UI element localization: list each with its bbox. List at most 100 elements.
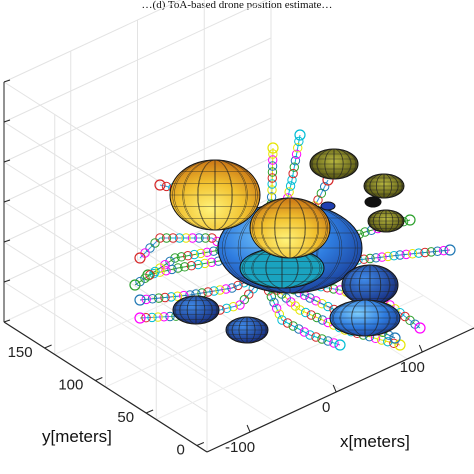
ellipsoid-yellow-center [249,197,331,259]
z-tick-mark [3,119,11,123]
y-tick-label: 50 [117,409,134,426]
y-tick-mark [95,377,103,381]
track-marker [268,149,278,159]
track-marker [161,181,172,192]
ellipsoid-olive-right [363,173,405,199]
track-marker [141,294,151,305]
track-marker [305,293,315,303]
track-marker [200,233,211,243]
ellipsoid-yellow-left [169,159,261,231]
track-line [265,284,341,346]
track-marker [323,301,333,312]
track-marker [329,338,339,348]
track-marker [221,303,232,314]
track-marker [299,327,310,337]
track-marker [288,168,298,179]
z-tick-mark [3,279,11,283]
track-marker [426,247,436,257]
track-marker [277,315,287,325]
ellipsoid-cyan [239,247,325,289]
track-marker [166,292,176,302]
track-marker [290,156,301,166]
track-marker [306,310,316,320]
x-axis-label: x[meters] [340,432,410,451]
track-marker [189,249,199,260]
track-marker [165,311,175,322]
track-marker [274,309,285,319]
track-end-marker [134,252,146,264]
track-marker [202,247,212,257]
track-marker [371,253,381,263]
track-marker [407,249,418,259]
track-marker [389,251,399,261]
caption-fragment: …(d) ToA-based drone position estimate… [141,0,333,10]
y-tick-mark [145,409,154,414]
track-marker [186,261,197,271]
track-marker [323,336,333,346]
track-marker [155,233,165,243]
track-marker [317,299,327,309]
x-tick-label: -100 [225,439,255,456]
track-end-marker [404,214,416,226]
track-marker [282,318,293,328]
track-marker [181,233,191,243]
z-tick-mark [3,199,11,203]
track-marker [267,173,277,183]
x-tick-label: 100 [400,359,425,376]
track-end-marker [134,312,146,324]
track-end-marker [444,244,456,256]
track-marker [383,251,393,262]
track-marker [170,253,180,263]
track-marker [389,338,399,349]
ellipsoid-dark-small [320,201,336,211]
track-marker [149,268,159,279]
track-marker [228,301,239,312]
track-marker [155,263,165,273]
y-tick-label: 0 [177,442,185,459]
track-line [267,281,401,346]
track-marker [187,233,198,243]
track-marker [173,263,183,273]
track-marker [154,293,164,303]
track-marker [147,294,158,304]
track-marker [269,297,279,308]
track-marker [235,300,245,310]
track-marker [159,312,169,322]
track-marker [317,334,327,344]
track-marker [317,315,328,325]
track-marker [305,330,315,340]
x-axis-line [206,327,474,453]
track-marker [233,280,243,291]
track-marker [376,335,387,345]
track-marker [200,258,210,269]
track-end-marker [414,322,426,334]
track-marker [288,321,298,331]
track-marker [267,179,277,189]
track-marker [300,307,311,318]
track-marker [141,313,151,323]
ellipsoid-right-mid [341,264,399,306]
track-marker [439,245,449,256]
ellipsoid-left-low [172,295,220,325]
y-tick-mark [44,344,52,349]
track-marker [267,161,278,171]
track-marker [271,303,282,314]
track-marker [145,270,155,280]
track-marker [360,227,370,237]
x-tick-mark [246,424,251,433]
track-marker [165,256,175,267]
track-marker [160,292,170,303]
ellipsoid-layer [169,148,405,344]
track-marker [328,284,339,294]
y-tick-mark [196,442,205,446]
track-marker [180,262,190,272]
track-marker [203,287,213,297]
y-tick-label: 100 [58,377,83,394]
track-marker [145,243,155,253]
y-axis-line [3,321,208,453]
track-marker [161,233,172,243]
ellipsoid-right-low [329,299,401,337]
track-marker [295,305,305,315]
track-marker [267,167,278,177]
x-tick-label: 0 [322,399,330,416]
